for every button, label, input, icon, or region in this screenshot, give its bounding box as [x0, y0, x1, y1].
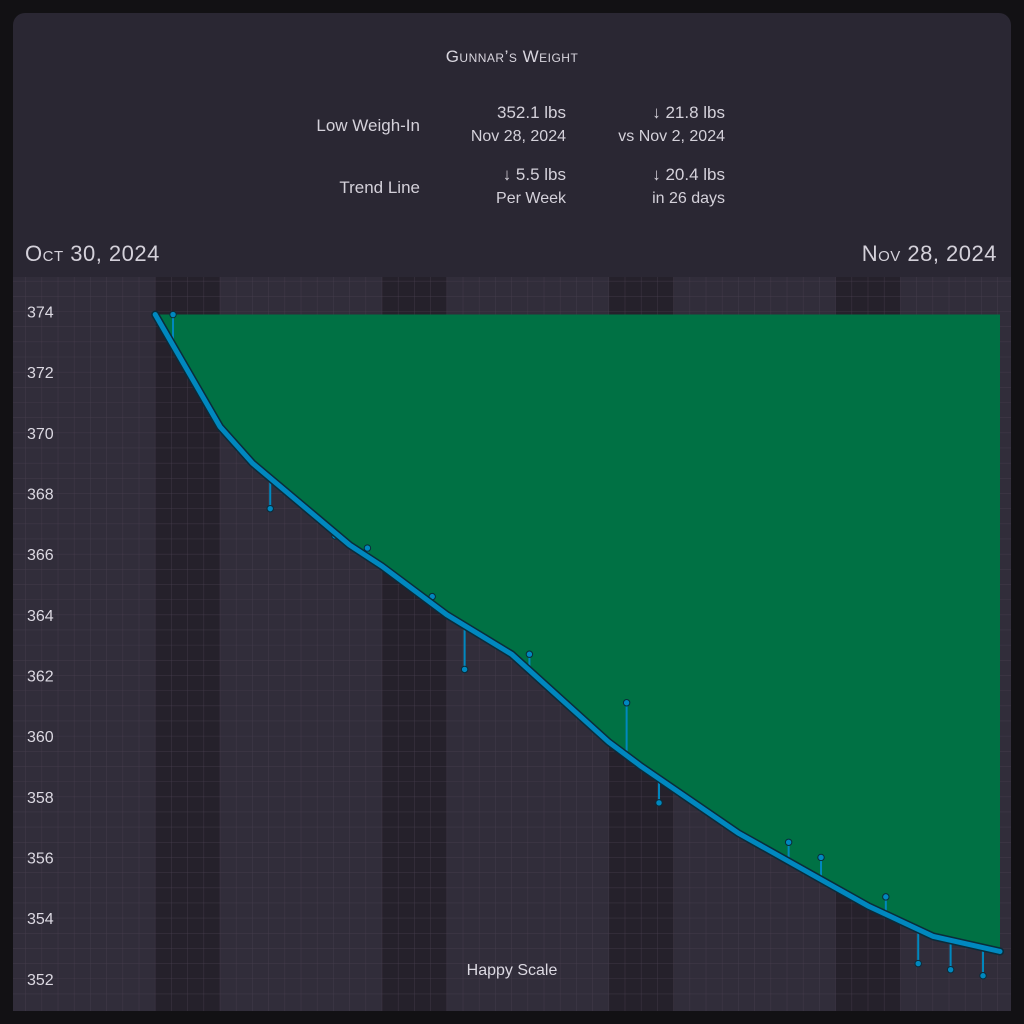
x-start-date: Oct 30, 2024 — [25, 241, 160, 266]
weigh-in-point — [266, 504, 274, 513]
low-weigh-in-label: Low Weigh-In — [316, 116, 420, 135]
weigh-in-point — [169, 310, 177, 319]
weigh-in-point — [655, 799, 663, 807]
y-tick-label: 368 — [27, 486, 54, 503]
y-tick-label: 372 — [27, 365, 54, 382]
y-tick-label: 360 — [27, 729, 54, 746]
trend-change: ↓ 20.4 lbs — [652, 165, 725, 184]
weigh-in-point — [622, 699, 631, 707]
app-watermark: Happy Scale — [467, 962, 558, 979]
weigh-in-point — [979, 972, 987, 980]
low-value: 352.1 lbs — [497, 103, 566, 122]
y-tick-label: 354 — [27, 911, 54, 928]
y-tick-label: 358 — [27, 790, 54, 807]
y-axis-ticks: 374 372 370 368 366 364 362 360 358 356 354 352 — [27, 305, 54, 989]
trend-rate-sub: Per Week — [496, 190, 566, 207]
weigh-in-point — [525, 650, 534, 658]
y-tick-label: 364 — [27, 608, 54, 625]
low-change-value: ↓ 21.8 lbs vs Nov 2, 2024 — [525, 101, 725, 149]
weigh-in-point — [460, 665, 469, 674]
trend-line — [152, 312, 1003, 954]
weigh-in-point — [363, 544, 372, 552]
trend-rate-value: ↓ 5.5 lbs Per Week — [366, 163, 566, 211]
low-vs: vs Nov 2, 2024 — [618, 128, 725, 145]
area-fill — [155, 314, 1000, 952]
weigh-in-point — [882, 893, 890, 901]
y-tick-label: 356 — [27, 850, 54, 867]
low-date: Nov 28, 2024 — [470, 128, 566, 145]
low-change: ↓ 21.8 lbs — [652, 103, 725, 122]
y-tick-label: 374 — [27, 305, 54, 322]
y-tick-label: 352 — [27, 972, 54, 989]
trend-line-label: Trend Line — [339, 178, 420, 197]
weigh-in-point — [817, 853, 825, 862]
y-tick-label: 366 — [27, 547, 54, 564]
x-end-date: Nov 28, 2024 — [861, 241, 997, 266]
chart-title: Gunnar’s Weight — [445, 47, 579, 66]
weigh-in-point — [784, 838, 793, 846]
weigh-in-point — [946, 965, 955, 974]
y-tick-label: 370 — [27, 426, 54, 443]
trend-change-sub: in 26 days — [652, 190, 725, 207]
trend-change-value: ↓ 20.4 lbs in 26 days — [525, 163, 725, 211]
trend-rate: ↓ 5.5 lbs — [502, 165, 566, 184]
weigh-in-point — [914, 959, 922, 968]
low-weigh-in-value: 352.1 lbs Nov 28, 2024 — [366, 101, 566, 149]
y-tick-label: 362 — [27, 668, 54, 685]
